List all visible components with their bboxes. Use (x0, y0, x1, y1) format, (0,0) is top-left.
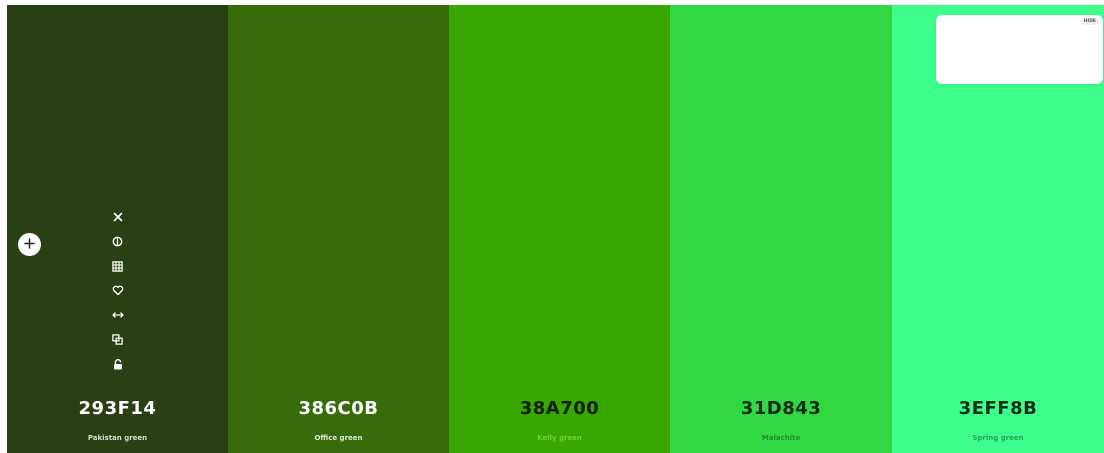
view-shades-button[interactable] (110, 234, 126, 250)
swatch-pakistan-green[interactable]: 293F14 Pakistan green (7, 5, 228, 453)
swatch-office-green[interactable]: 386C0B Office green (228, 5, 449, 453)
save-color-button[interactable] (110, 283, 126, 299)
copy-hex-button[interactable] (110, 332, 126, 348)
color-hex-code[interactable]: 293F14 (78, 398, 157, 419)
lock-icon (113, 358, 123, 370)
swatch-toolbar (7, 209, 228, 381)
color-hex-code[interactable]: 31D843 (740, 398, 822, 419)
lock-color-button[interactable] (110, 356, 126, 372)
hide-button[interactable]: HIDE (1080, 18, 1099, 25)
drag-horizontal-icon (111, 311, 124, 319)
add-color-button[interactable] (18, 233, 41, 256)
hint-panel: HIDE (936, 15, 1103, 84)
close-icon (113, 212, 123, 222)
swatch-malachite[interactable]: 31D843 Malachite (670, 5, 892, 453)
plus-icon (24, 236, 35, 254)
color-name[interactable]: Office green (314, 434, 363, 442)
color-hex-code[interactable]: 3EFF8B (958, 398, 1038, 419)
remove-color-button[interactable] (110, 209, 126, 225)
color-name[interactable]: Kelly green (537, 434, 582, 442)
drag-color-button[interactable] (110, 307, 126, 323)
color-name[interactable]: Spring green (972, 434, 1024, 442)
grid-icon (112, 260, 123, 272)
swatch-kelly-green[interactable]: 38A700 Kelly green (449, 5, 670, 453)
contrast-icon (112, 236, 123, 247)
heart-icon (112, 285, 124, 296)
copy-icon (112, 334, 123, 345)
color-hex-code[interactable]: 38A700 (519, 398, 600, 419)
color-name[interactable]: Malachite (761, 434, 801, 442)
color-name[interactable]: Pakistan green (87, 434, 148, 442)
color-hex-code[interactable]: 386C0B (298, 398, 379, 419)
view-grid-button[interactable] (110, 258, 126, 274)
